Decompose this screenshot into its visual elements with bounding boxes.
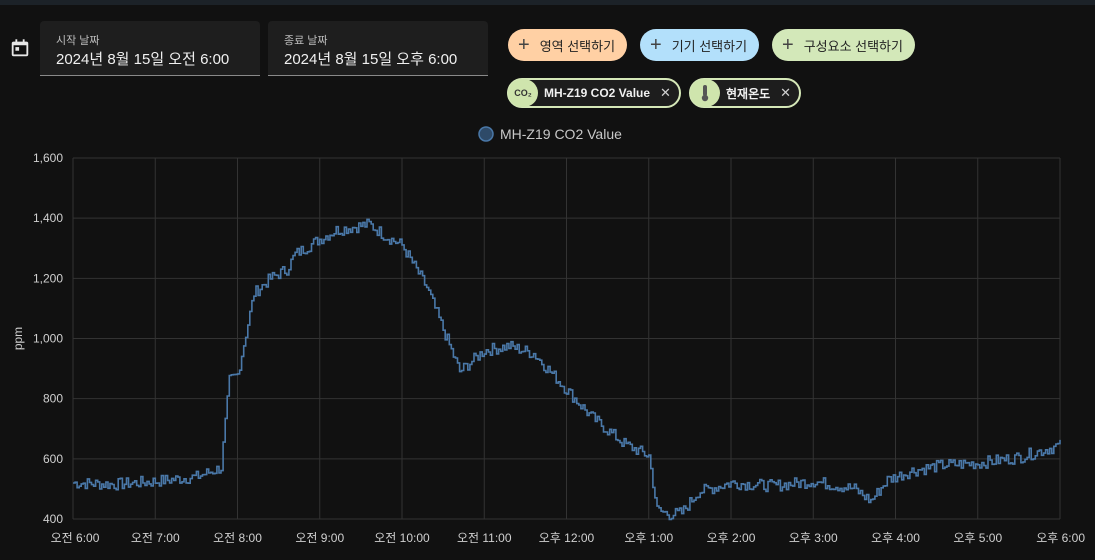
top-bar (0, 0, 1095, 5)
device-select-button[interactable]: + 기기 선택하기 (640, 29, 760, 61)
history-chart: MH-Z19 CO2 Value 400 600 800 1,000 1,200 1,400… (11, 126, 1085, 545)
plus-icon: + (782, 34, 794, 56)
x-tick-label: 오후 3:00 (789, 531, 838, 545)
y-tick-label: 1,200 (33, 271, 63, 285)
y-axis-label: ppm (11, 327, 25, 350)
end-date-value: 2024년 8월 15일 오후 6:00 (284, 51, 458, 68)
legend-swatch (478, 126, 494, 142)
chip-co2-label: MH-Z19 CO2 Value (544, 86, 651, 100)
x-tick-label: 오전 11:00 (457, 531, 512, 545)
x-tick-label: 오후 1:00 (624, 531, 673, 545)
x-tick-label: 오전 7:00 (131, 531, 180, 545)
x-tick-label: 오후 4:00 (871, 531, 920, 545)
start-date-field[interactable]: 시작 날짜 2024년 8월 15일 오전 6:00 (40, 21, 260, 76)
chip-temperature[interactable]: 현재온도 ✕ (689, 78, 802, 108)
area-select-label: 영역 선택하기 (539, 38, 616, 54)
chip-temperature-label: 현재온도 (726, 86, 771, 101)
y-tick-label: 1,600 (33, 151, 63, 165)
series-line-co2 (73, 218, 1061, 521)
y-tick-label: 600 (43, 452, 63, 466)
y-tick-label: 400 (43, 512, 63, 526)
close-icon[interactable]: ✕ (780, 85, 792, 100)
y-tick-label: 1,400 (33, 211, 63, 225)
end-date-field[interactable]: 종료 날짜 2024년 8월 15일 오후 6:00 (268, 21, 488, 76)
legend-label: MH-Z19 CO2 Value (500, 126, 622, 142)
y-tick-label: 1,000 (33, 332, 63, 346)
chip-co2[interactable]: CO₂ MH-Z19 CO2 Value ✕ (507, 78, 681, 108)
y-tick-label: 800 (43, 392, 63, 406)
x-tick-label: 오전 8:00 (213, 531, 262, 545)
close-icon[interactable]: ✕ (660, 85, 671, 100)
x-tick-label: 오후 6:00 (1036, 531, 1085, 545)
x-tick-label: 오후 2:00 (707, 531, 756, 545)
end-date-label: 종료 날짜 (284, 35, 328, 47)
x-tick-label: 오후 5:00 (953, 531, 1002, 545)
plus-icon: + (518, 34, 530, 56)
plus-icon: + (650, 34, 662, 56)
co2-icon: CO₂ (508, 79, 538, 107)
x-tick-label: 오전 10:00 (374, 531, 430, 545)
x-tick-label: 오전 9:00 (295, 531, 344, 545)
thermometer-icon (690, 79, 720, 107)
start-date-label: 시작 날짜 (56, 35, 100, 47)
entity-select-button[interactable]: + 구성요소 선택하기 (772, 29, 915, 61)
device-select-label: 기기 선택하기 (671, 38, 748, 54)
entity-select-label: 구성요소 선택하기 (803, 38, 903, 54)
calendar-icon[interactable] (9, 37, 31, 59)
area-select-button[interactable]: + 영역 선택하기 (508, 29, 628, 61)
x-tick-label: 오전 6:00 (51, 531, 100, 545)
x-tick-label: 오후 12:00 (539, 531, 595, 545)
start-date-value: 2024년 8월 15일 오전 6:00 (56, 51, 230, 68)
